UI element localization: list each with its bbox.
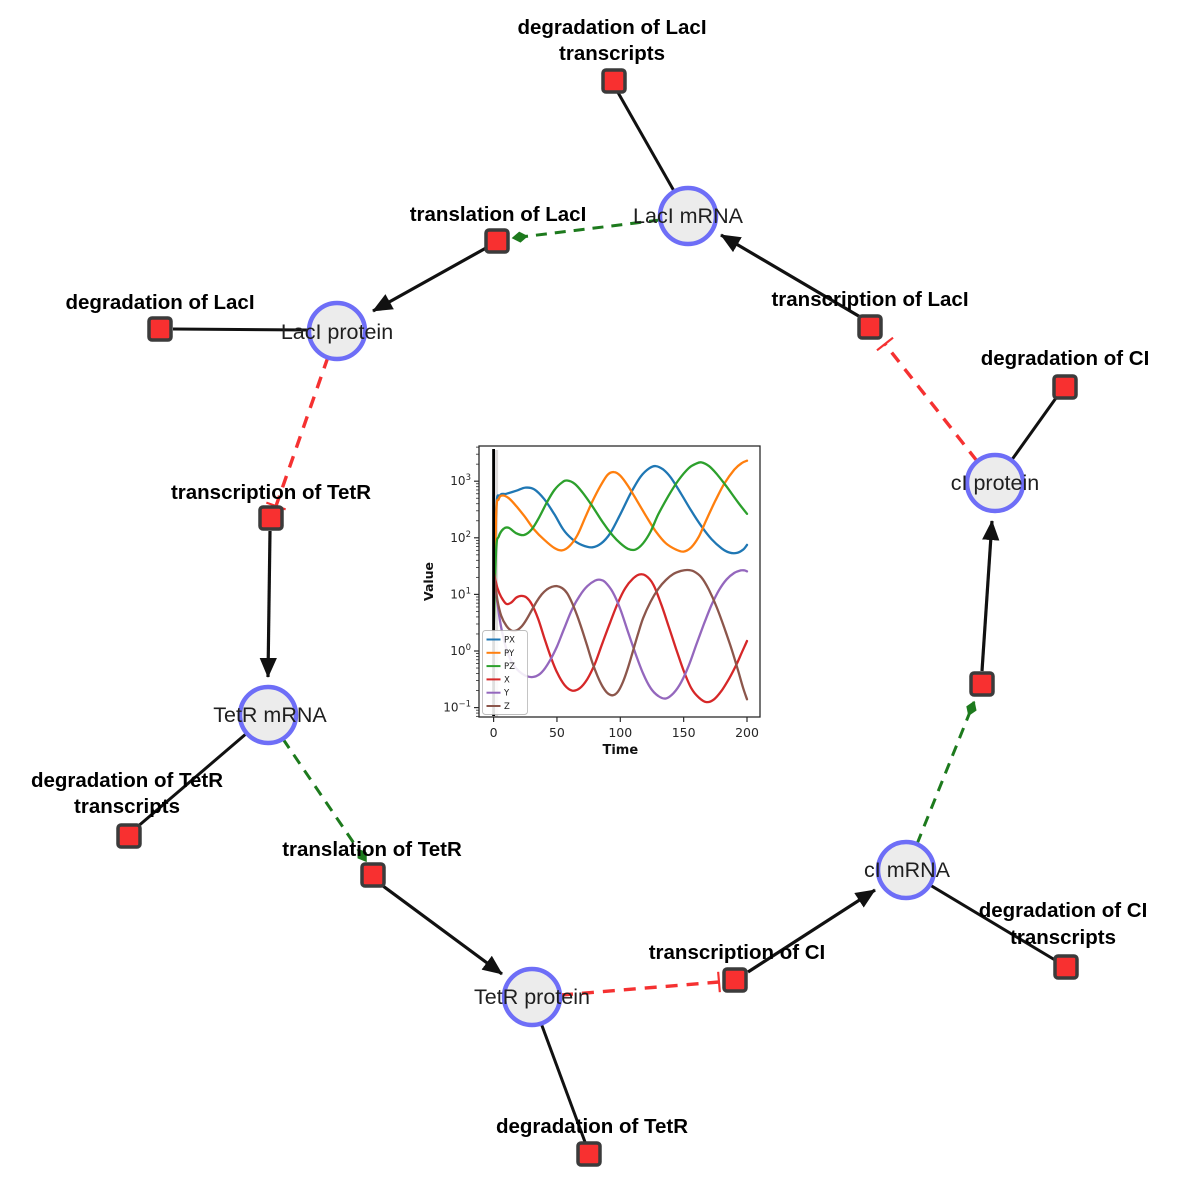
edge-tetr-protein-inhibits-transcription-ci — [560, 971, 721, 997]
species-node-ci-mrna[interactable] — [875, 839, 937, 901]
legend-label-Y: Y — [503, 689, 510, 699]
edge-ci-protein-inhibits-transcription-laci — [876, 336, 979, 463]
label-species-ci-mrna: cI mRNA — [864, 858, 951, 882]
x-tick-label: 50 — [549, 725, 565, 740]
edge-tetr-protein-to-deg — [539, 1022, 587, 1143]
reaction-node-transcription-tetr[interactable] — [258, 505, 284, 531]
label-degradation-ci-transcripts-line1: degradation of CI — [979, 899, 1148, 922]
label-degradation-tetr: degradation of TetR — [496, 1115, 688, 1138]
label-species-tetr-mrna: TetR mRNA — [213, 703, 327, 727]
reaction-node-degradation-ci[interactable] — [1052, 374, 1078, 400]
edge-laci-protein-to-deg — [172, 327, 310, 332]
legend-label-PX: PX — [504, 636, 515, 646]
edge-tetr-mrna-to-deg-transcripts — [135, 731, 248, 830]
label-species-tetr-protein: TetR protein — [474, 985, 590, 1009]
edge-transcription-tetr-to-tetr-mrna — [259, 530, 277, 678]
edge-translation-ci-to-ci-protein — [980, 520, 1000, 672]
edge-translation-laci-to-laci-protein — [372, 246, 487, 313]
label-transcription-laci: transcription of LacI — [771, 288, 968, 311]
edge-ci-protein-to-deg — [1009, 397, 1058, 462]
y-tick-label: 103 — [450, 473, 471, 488]
y-tick-label: 101 — [450, 586, 471, 601]
label-translation-laci: translation of LacI — [410, 203, 587, 226]
label-degradation-tetr-transcripts-line1: degradation of TetR — [31, 769, 223, 792]
legend-label-PZ: PZ — [504, 662, 515, 672]
species-node-tetr-mrna[interactable] — [237, 684, 299, 746]
label-species-ci-protein: cI protein — [951, 471, 1039, 495]
species-node-laci-protein[interactable] — [306, 300, 368, 362]
simulation-plot: 0 50 100 150 200 10−1 100 101 102 103 Time Value PX P… — [421, 445, 761, 758]
y-axis-title: Value — [421, 562, 436, 601]
edge-translation-tetr-to-tetr-protein — [382, 884, 503, 976]
label-translation-tetr: translation of TetR — [282, 838, 462, 861]
edges — [135, 88, 1058, 1143]
legend-label-PY: PY — [504, 649, 515, 659]
reaction-node-degradation-tetr[interactable] — [576, 1141, 602, 1167]
edge-transcription-laci-to-laci-mrna — [720, 233, 863, 320]
legend-label-X: X — [504, 675, 510, 685]
reaction-node-degradation-laci-transcripts[interactable] — [601, 68, 627, 94]
species-node-ci-protein[interactable] — [964, 452, 1026, 514]
y-tick-label: 100 — [450, 643, 471, 658]
label-species-laci-mrna: LacI mRNA — [633, 204, 744, 228]
edge-laci-protein-inhibits-transcription-tetr — [266, 356, 330, 511]
species-nodes — [237, 185, 1026, 1028]
reaction-node-degradation-ci-transcripts[interactable] — [1053, 954, 1079, 980]
label-degradation-laci: degradation of LacI — [65, 291, 254, 314]
edge-transcription-ci-to-ci-mrna — [747, 888, 876, 974]
series-curve-PZ — [492, 461, 749, 636]
species-node-laci-mrna[interactable] — [657, 185, 719, 247]
reaction-node-translation-ci[interactable] — [969, 671, 995, 697]
edge-ci-mrna-to-deg-transcripts — [929, 883, 1056, 962]
edge-laci-mrna-modifies-translation — [511, 218, 661, 243]
reaction-node-degradation-laci[interactable] — [147, 316, 173, 342]
y-tick-label: 10−1 — [443, 700, 471, 715]
label-degradation-ci-transcripts-line2: transcripts — [1010, 926, 1116, 949]
reaction-nodes — [116, 68, 1079, 1167]
labels: degradation of LacI transcripts translat… — [31, 16, 1149, 1138]
label-transcription-ci: transcription of CI — [649, 941, 826, 964]
x-tick-label: 150 — [672, 725, 696, 740]
reaction-node-transcription-laci[interactable] — [857, 314, 883, 340]
label-species-laci-protein: LacI protein — [281, 320, 393, 344]
species-node-tetr-protein[interactable] — [501, 966, 563, 1028]
x-tick-label: 200 — [735, 725, 759, 740]
edge-ci-mrna-modifies-translation — [915, 700, 977, 845]
reaction-node-translation-laci[interactable] — [484, 228, 510, 254]
reaction-node-translation-tetr[interactable] — [360, 862, 386, 888]
x-tick-label: 100 — [608, 725, 632, 740]
series-curve-X — [492, 570, 749, 704]
y-tick-label: 102 — [450, 530, 471, 545]
label-degradation-laci-transcripts-line1: degradation of LacI — [517, 16, 706, 39]
series-curve-Z — [492, 568, 749, 701]
label-degradation-tetr-transcripts-line2: transcripts — [74, 795, 180, 818]
edge-laci-mrna-to-deg-transcripts — [614, 88, 676, 192]
series-curve-PX — [492, 464, 749, 636]
plot-frame — [478, 445, 761, 718]
label-degradation-ci: degradation of CI — [981, 347, 1150, 370]
series-curve-PY — [492, 459, 749, 636]
x-axis-title: Time — [602, 743, 638, 758]
x-tick-label: 0 — [490, 725, 498, 740]
edge-tetr-mrna-modifies-translation — [281, 738, 368, 863]
label-degradation-laci-transcripts-line2: transcripts — [559, 42, 665, 65]
legend-label-Z: Z — [504, 702, 510, 712]
label-transcription-tetr: transcription of TetR — [171, 481, 371, 504]
reaction-node-transcription-ci[interactable] — [722, 967, 748, 993]
reaction-node-degradation-tetr-transcripts[interactable] — [116, 823, 142, 849]
